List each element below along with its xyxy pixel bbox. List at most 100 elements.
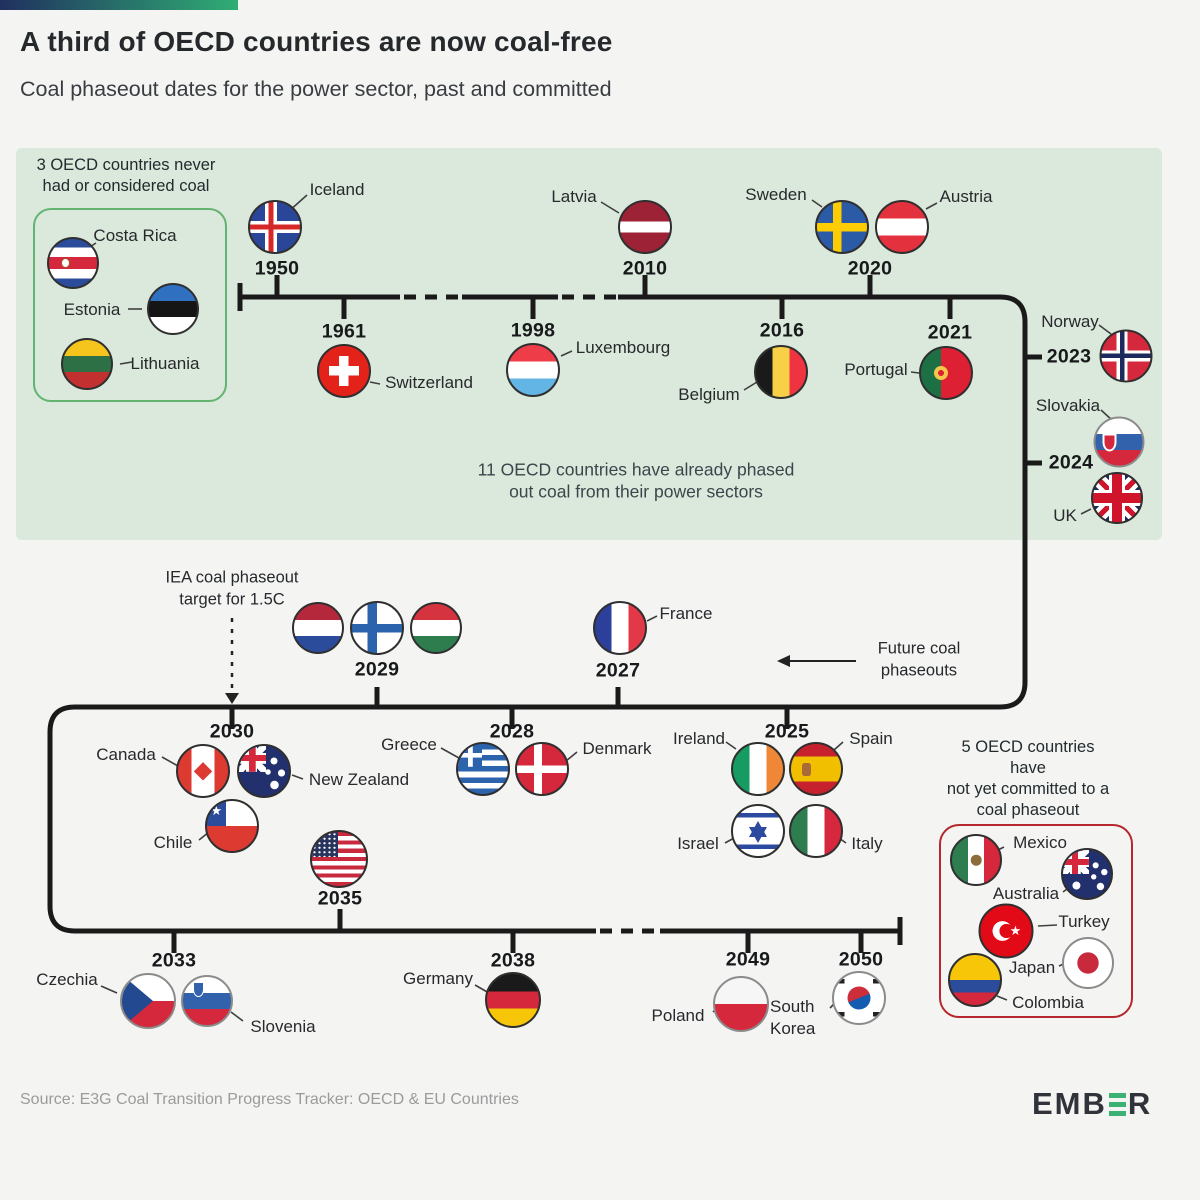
mexico-label: Mexico [1013,833,1067,852]
year-1961: 1961 [321,320,367,343]
greece-label: Greece [381,735,437,754]
slovenia-flag-icon [181,975,233,1027]
year-2028: 2028 [489,720,535,743]
ireland-label: Ireland [673,729,725,748]
ember-logo-prefix: EMB [1032,1086,1107,1121]
brand-gradient-bar [0,0,238,10]
estonia-label: Estonia [63,300,121,319]
uk-flag-icon [1091,472,1143,524]
south-korea-flag-icon [832,971,886,1025]
year-2033: 2033 [151,949,197,972]
japan-flag-icon [1062,937,1114,989]
slovenia-label: Slovenia [250,1017,316,1036]
ireland-flag-icon [731,742,785,796]
past-phaseouts-panel [16,148,1162,540]
luxembourg-label: Luxembourg [575,338,671,357]
usa-flag-icon [310,830,368,888]
france-flag-icon [593,601,647,655]
colombia-flag-icon [948,953,1002,1007]
finland-flag-icon [350,601,404,655]
colombia-label: Colombia [1012,993,1084,1012]
israel-label: Israel [677,834,719,853]
luxembourg-flag-icon [506,343,560,397]
norway-flag-icon [1099,329,1153,383]
spain-label: Spain [849,729,893,748]
not-committed-box [939,824,1133,1018]
australia-flag-icon [1061,848,1113,900]
sweden-label: Sweden [745,185,807,204]
estonia-flag-icon [147,283,199,335]
new-zealand-label: New Zealand [308,770,410,789]
iceland-label: Iceland [309,180,365,199]
austria-label: Austria [939,187,993,206]
switzerland-flag-icon [317,344,371,398]
greece-flag-icon [456,742,510,796]
ember-logo: EMB R [1032,1086,1152,1122]
iea-target-note: IEA coal phaseout target for 1.5C [165,568,299,609]
latvia-label: Latvia [551,187,597,206]
year-2029: 2029 [354,658,400,681]
chile-flag-icon [205,799,259,853]
year-2049: 2049 [725,948,771,971]
iceland-flag-icon [248,200,302,254]
year-2050: 2050 [838,948,884,971]
czechia-label: Czechia [36,970,98,989]
hungary-flag-icon [410,602,462,654]
norway-label: Norway [1041,312,1099,331]
year-2024: 2024 [1048,451,1094,474]
germany-flag-icon [485,972,541,1028]
austria-flag-icon [875,200,929,254]
portugal-flag-icon [919,346,973,400]
poland-flag-icon [713,976,769,1032]
costa-rica-flag-icon [47,237,99,289]
spain-flag-icon [789,742,843,796]
sweden-flag-icon [815,200,869,254]
lithuania-label: Lithuania [130,354,200,373]
uk-label: UK [1053,506,1077,525]
ember-logo-e-icon [1108,1092,1126,1116]
germany-label: Germany [403,969,473,988]
japan-label: Japan [1008,958,1056,977]
year-2038: 2038 [490,949,536,972]
belgium-flag-icon [754,345,808,399]
source-note: Source: E3G Coal Transition Progress Tra… [20,1091,519,1108]
portugal-label: Portugal [844,360,908,379]
year-2020: 2020 [847,257,893,280]
year-2016: 2016 [759,319,805,342]
canada-flag-icon [176,744,230,798]
czechia-flag-icon [120,973,176,1029]
year-1950: 1950 [254,257,300,280]
denmark-flag-icon [515,742,569,796]
past-note: 11 OECD countries have already phased ou… [477,459,795,502]
costa-rica-label: Costa Rica [93,226,177,245]
not-committed-title: 5 OECD countries have not yet committed … [946,738,1110,819]
lithuania-flag-icon [61,338,113,390]
south-korea-label: South Korea [770,997,816,1038]
future-phaseouts-label: Future coal phaseouts [877,639,961,680]
year-2027: 2027 [595,659,641,682]
new-zealand-flag-icon [237,744,291,798]
year-2035: 2035 [317,887,363,910]
israel-flag-icon [731,804,785,858]
ember-logo-suffix: R [1127,1086,1153,1121]
never-coal-title: 3 OECD countries never had or considered… [36,156,216,195]
year-2023: 2023 [1046,345,1092,368]
chile-label: Chile [153,833,193,852]
slovakia-label: Slovakia [1035,396,1101,415]
denmark-label: Denmark [582,739,652,758]
poland-label: Poland [651,1006,705,1025]
latvia-flag-icon [618,200,672,254]
never-coal-box [33,208,227,402]
page-subtitle: Coal phaseout dates for the power sector… [20,77,612,101]
year-1998: 1998 [510,319,556,342]
turkey-flag-icon [978,903,1034,959]
canada-label: Canada [96,745,156,764]
france-label: France [659,604,713,623]
year-2025: 2025 [764,720,810,743]
italy-label: Italy [851,834,883,853]
netherlands-flag-icon [292,602,344,654]
mexico-flag-icon [950,834,1002,886]
page-title: A third of OECD countries are now coal-f… [20,26,613,57]
